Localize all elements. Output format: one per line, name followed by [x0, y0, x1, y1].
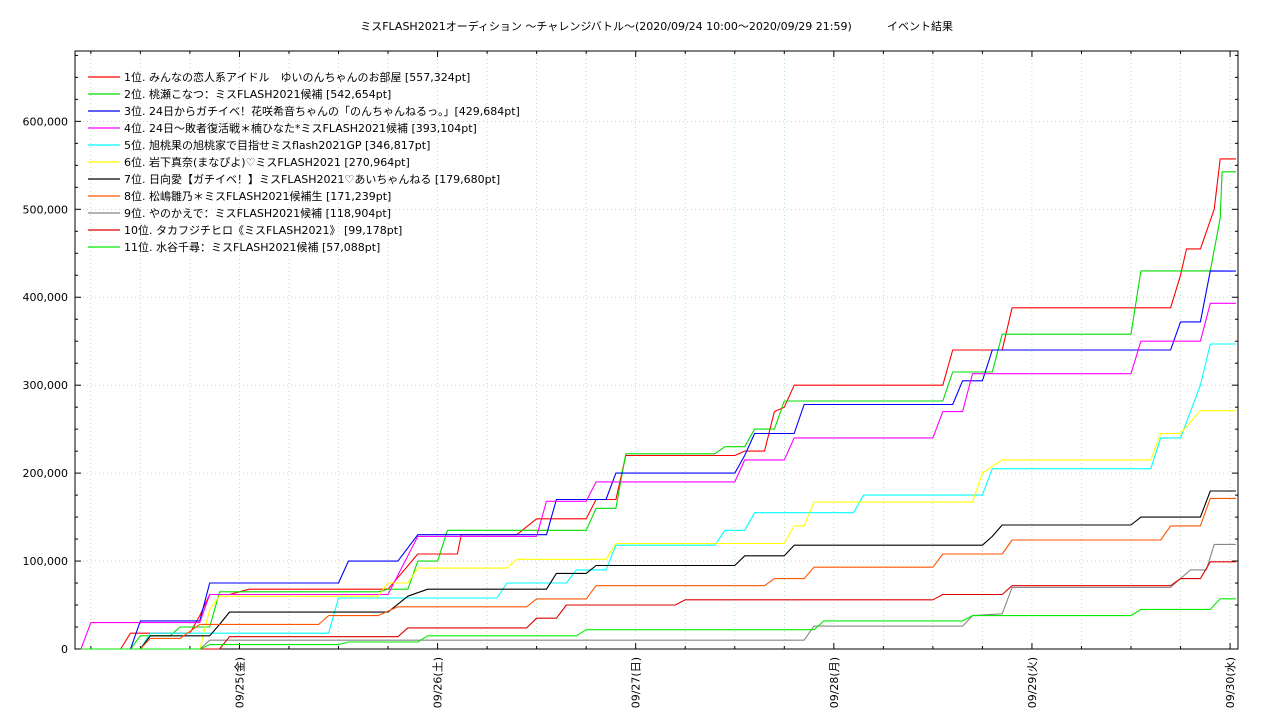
x-tick-label: 09/28(月): [828, 657, 841, 708]
legend: 1位. みんなの恋人系アイドル ゆいのんちゃんのお部屋 [557,324pt] 2…: [88, 70, 520, 254]
legend-label: 10位. タカフジチヒロ《ミスFLASH2021》 [99,178pt]: [124, 223, 402, 237]
series-line-8: [80, 497, 1236, 650]
x-axis: 09/25(金) 09/26(土) 09/27(日) 09/28(月) 09/29(火)…: [90, 51, 1237, 708]
chart-title: ミスFLASH2021オーディション 〜チャレンジバトル〜(2020/09/24…: [360, 19, 852, 33]
y-axis: 0 100,000 200,000 300,000 400,000 500,000 600,…: [23, 54, 1238, 656]
series-line-7: [80, 490, 1236, 650]
legend-label: 4位. 24日〜敗者復活戦＊楠ひなた*ミスFLASH2021候補 [393,10…: [124, 121, 477, 135]
legend-label: 11位. 水谷千尋：ミスFLASH2021候補 [57,088pt]: [124, 240, 380, 254]
series-line-3: [80, 270, 1237, 650]
y-tick-label: 600,000: [23, 115, 69, 128]
series-line-4: [80, 302, 1236, 650]
series-line-9: [80, 543, 1236, 650]
legend-label: 6位. 岩下真奈(まなぴよ)♡ミスFLASH2021 [270,964pt]: [124, 155, 410, 169]
y-tick-label: 200,000: [23, 467, 69, 480]
y-tick-label: 100,000: [23, 555, 69, 568]
legend-label: 3位. 24日からガチイベ！花咲希音ちゃんの「のんちゃんねるっ。」[429,68…: [124, 104, 520, 118]
legend-label: 7位. 日向愛【ガチイベ！】ミスFLASH2021♡あいちゃんねる [179,6…: [124, 172, 500, 186]
series-line-6: [80, 410, 1236, 650]
y-tick-label: 300,000: [23, 379, 69, 392]
y-tick-label: 400,000: [23, 291, 69, 304]
series-line-5: [80, 343, 1236, 650]
legend-label: 5位. 旭桃果の旭桃家で目指せミスflash2021GP [346,817pt]: [124, 138, 430, 152]
legend-label: 8位. 松嶋雛乃＊ミスFLASH2021候補生 [171,239pt]: [124, 189, 391, 203]
plot-frame: [74, 50, 1239, 650]
series-line-10: [80, 561, 1236, 650]
chart-subtitle: イベント結果: [887, 19, 953, 33]
x-tick-label: 09/26(土): [432, 657, 445, 708]
legend-label: 2位. 桃瀬こなつ：ミスFLASH2021候補 [542,654pt]: [124, 87, 391, 101]
legend-label: 9位. やのかえで：ミスFLASH2021候補 [118,904pt]: [124, 206, 391, 220]
series-group: [80, 158, 1237, 650]
y-tick-label: 500,000: [23, 203, 69, 216]
y-tick-label: 0: [61, 643, 68, 656]
x-tick-label: 09/27(日): [630, 657, 643, 708]
series-line-2: [80, 171, 1236, 650]
x-tick-label: 09/25(金): [232, 657, 246, 708]
x-tick-label: 09/29(火): [1026, 657, 1039, 708]
legend-label: 1位. みんなの恋人系アイドル ゆいのんちゃんのお部屋 [557,324pt]: [124, 70, 470, 84]
x-tick-label: 09/30(水): [1224, 657, 1237, 708]
series-line-11: [80, 598, 1236, 650]
